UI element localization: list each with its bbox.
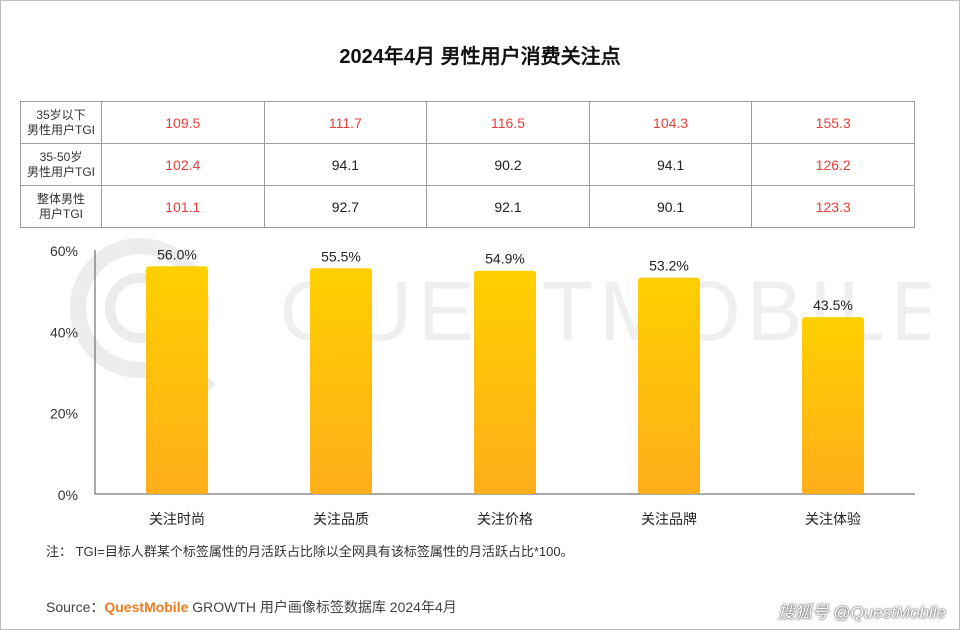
x-category-label: 关注品质 xyxy=(313,511,369,527)
bar xyxy=(638,277,700,494)
bar xyxy=(474,270,536,494)
tgi-value-cell: 116.5 xyxy=(426,101,590,144)
tgi-table: 35岁以下 男性用户TGI 109.5 111.7 116.5 104.3 155.3 35-… xyxy=(20,101,915,228)
bar-data-label: 55.5% xyxy=(321,248,361,264)
chart-title: 2024年4月 男性用户消费关注点 xyxy=(339,46,621,68)
x-category-label: 关注体验 xyxy=(805,511,861,527)
tgi-value-cell: 92.7 xyxy=(263,185,428,228)
x-category-label: 关注价格 xyxy=(477,511,533,527)
tgi-row: 35-50岁 男性用户TGI 102.4 94.1 90.2 94.1 126.2 xyxy=(20,143,915,186)
bar-data-label: 56.0% xyxy=(157,246,197,262)
tgi-value-cell: 94.1 xyxy=(263,143,428,186)
y-tick-label: 40% xyxy=(50,324,78,340)
source-line: Source：QuestMobile GROWTH 用户画像标签数据库 2024… xyxy=(46,597,457,617)
y-tick-label: 0% xyxy=(58,487,78,503)
platform-credit: 搜狐号 @QuestMobile xyxy=(777,603,946,622)
x-category-label: 关注品牌 xyxy=(641,511,697,527)
y-tick-label: 20% xyxy=(50,406,78,422)
bar-data-label: 43.5% xyxy=(813,297,853,313)
bar xyxy=(802,317,864,494)
tgi-row-label: 35岁以下 男性用户TGI xyxy=(20,101,102,144)
y-tick-label: 60% xyxy=(50,243,78,259)
tgi-value-cell: 102.4 xyxy=(101,143,265,186)
x-category-label: 关注时尚 xyxy=(149,511,205,527)
bar xyxy=(310,268,372,494)
source-text: GROWTH 用户画像标签数据库 2024年4月 xyxy=(188,599,457,615)
tgi-value-cell: 155.3 xyxy=(751,101,915,144)
tgi-row: 35岁以下 男性用户TGI 109.5 111.7 116.5 104.3 155.3 xyxy=(20,101,915,144)
bar-data-label: 53.2% xyxy=(649,258,689,274)
tgi-value-cell: 126.2 xyxy=(751,143,915,186)
tgi-value-cell: 101.1 xyxy=(101,185,265,228)
tgi-row-label: 35-50岁 男性用户TGI xyxy=(20,143,102,186)
bar xyxy=(146,266,208,494)
tgi-row-label: 整体男性 用户TGI xyxy=(20,185,102,228)
tgi-value-cell: 92.1 xyxy=(426,185,590,228)
source-brand: QuestMobile xyxy=(104,599,189,615)
source-prefix: Source： xyxy=(46,599,105,615)
tgi-row: 整体男性 用户TGI 101.1 92.7 92.1 90.1 123.3 xyxy=(20,185,915,228)
bar-chart: 0% 20% 40% 60% 56.0% 关注时尚 55.5% 关注品质 54.9% 关注价格 53… xyxy=(50,243,915,527)
footnote: 注： TGI=目标人群某个标签属性的月活跃占比除以全网具有该标签属性的月活跃占比… xyxy=(46,544,574,559)
bar-data-label: 54.9% xyxy=(485,251,525,267)
tgi-value-cell: 104.3 xyxy=(588,101,753,144)
tgi-value-cell: 94.1 xyxy=(588,143,753,186)
tgi-value-cell: 123.3 xyxy=(751,185,915,228)
tgi-value-cell: 90.1 xyxy=(588,185,753,228)
